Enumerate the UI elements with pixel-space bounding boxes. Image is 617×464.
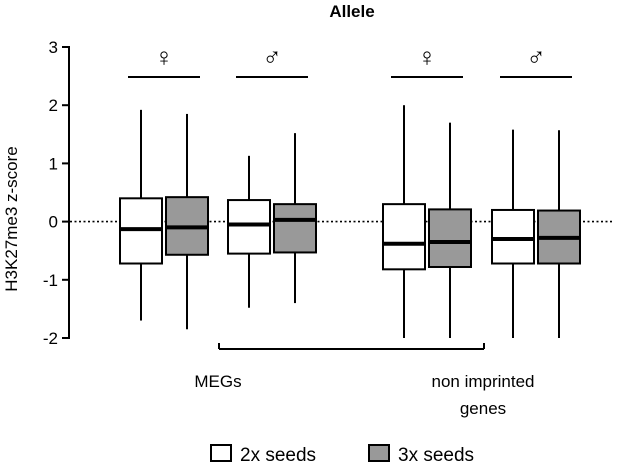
series-2x-seeds [119, 105, 535, 338]
y-tick-label: 1 [49, 154, 58, 173]
group-header-symbol: ♀ [154, 42, 174, 72]
legend-label: 3x seeds [398, 445, 474, 464]
legend-swatch [368, 444, 390, 462]
box [491, 129, 535, 338]
box [382, 105, 426, 338]
y-tick-label: -1 [43, 271, 58, 290]
box [165, 113, 209, 330]
legend-item: 2x seeds [210, 444, 316, 464]
y-tick-label: 2 [49, 96, 58, 115]
y-axis-label: H3K27me3 z-score [2, 146, 21, 292]
chart-title: Allele [329, 2, 374, 21]
category-label: MEGs [194, 372, 241, 391]
box-body [491, 208, 535, 265]
category-bracket [218, 343, 485, 350]
box-series [119, 105, 581, 338]
legend: 2x seeds 3x seeds [210, 444, 474, 464]
y-tick-label: 3 [49, 38, 58, 57]
legend-swatch [210, 444, 232, 462]
y-axis: -2 -1 0 1 2 3 [43, 38, 70, 348]
group-headers: ♀ ♂ ♀ ♂ [128, 42, 572, 78]
category-label-line: genes [460, 399, 506, 418]
group-header-symbol: ♂ [262, 42, 282, 72]
legend-item: 3x seeds [368, 444, 474, 464]
category-labels: MEGs non imprinted genes [194, 372, 534, 418]
category-label-line: MEGs [194, 372, 241, 391]
box-body [227, 199, 271, 255]
group-header-symbol: ♂ [526, 42, 546, 72]
category-label-line: non imprinted [431, 372, 534, 391]
series-3x-seeds [165, 113, 581, 338]
y-tick-label: -2 [43, 329, 58, 348]
category-label: non imprinted genes [431, 372, 534, 418]
box [273, 133, 317, 304]
box [537, 130, 581, 338]
box [227, 155, 271, 308]
box [428, 122, 472, 338]
box-body [273, 203, 317, 254]
group-header-symbol: ♀ [417, 42, 437, 72]
y-tick-label: 0 [49, 213, 58, 232]
box-body [428, 208, 472, 268]
box-body [382, 203, 426, 271]
legend-label: 2x seeds [240, 445, 316, 464]
box [119, 109, 163, 321]
